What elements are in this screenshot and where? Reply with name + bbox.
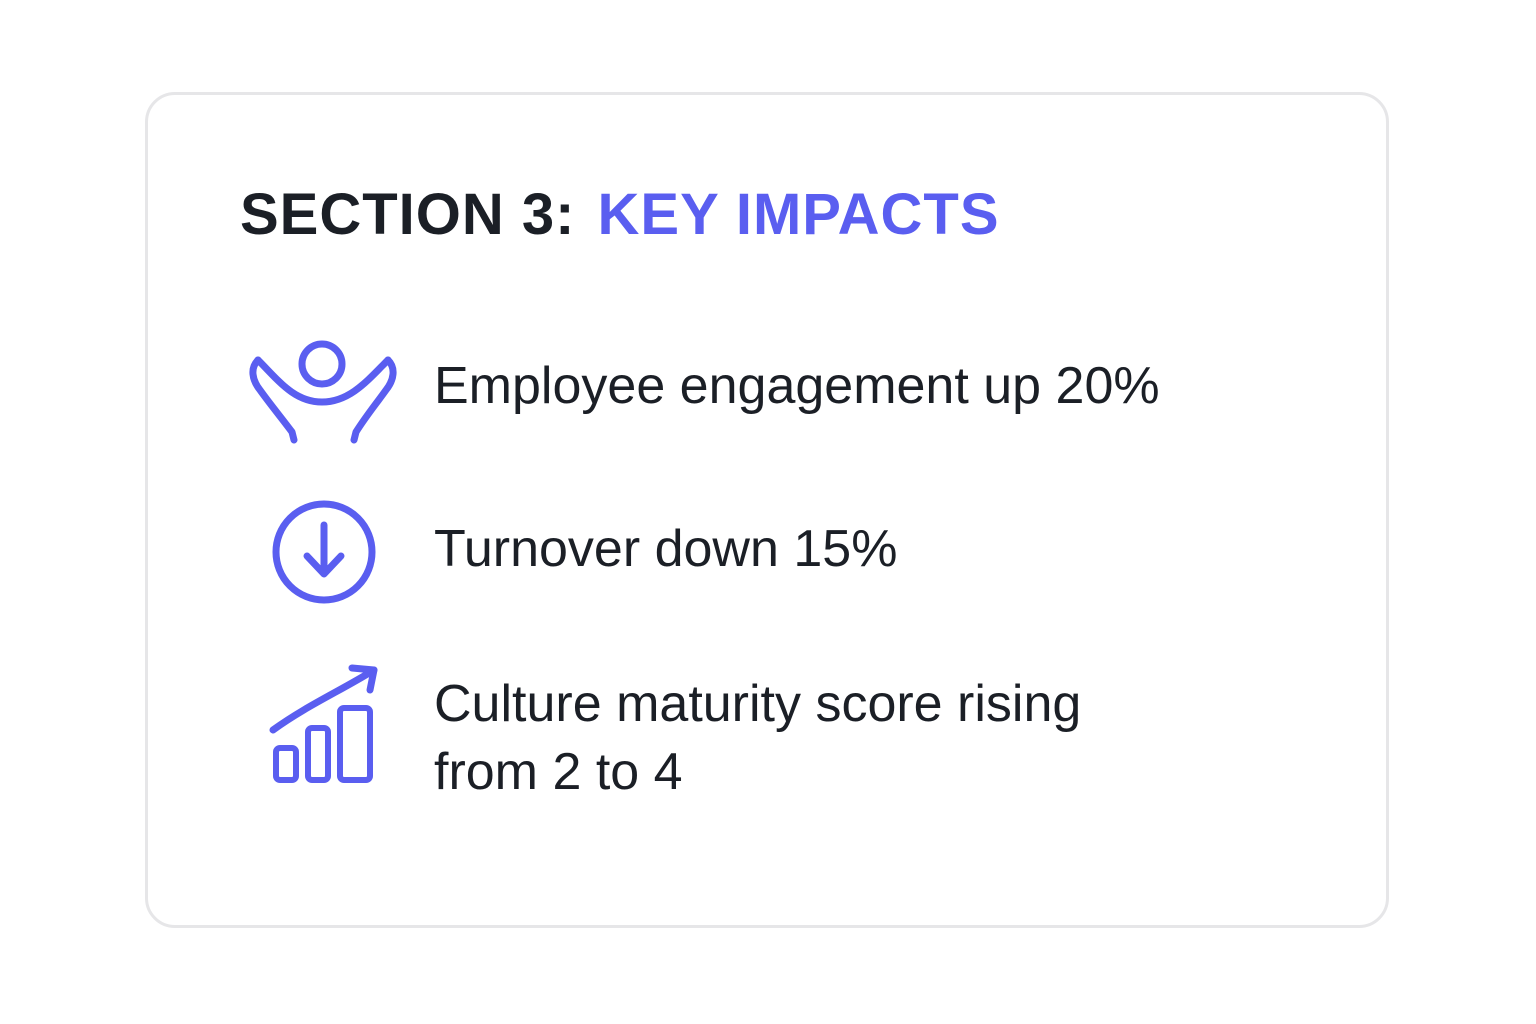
growth-chart-icon bbox=[266, 662, 384, 788]
impact-engagement: Employee engagement up 20% bbox=[434, 357, 1160, 415]
arrow-down-circle-icon bbox=[270, 498, 378, 606]
section-label: SECTION 3: bbox=[240, 182, 576, 247]
celebrating-person-icon bbox=[248, 340, 398, 446]
impact-culture-maturity: Culture maturity score rising from 2 to 4 bbox=[434, 670, 1081, 806]
section-heading: SECTION 3: KEY IMPACTS bbox=[240, 182, 1000, 248]
impact-culture-line-2: from 2 to 4 bbox=[434, 743, 683, 801]
impact-turnover: Turnover down 15% bbox=[434, 520, 898, 578]
section-title: KEY IMPACTS bbox=[597, 182, 1000, 247]
impact-culture-line-1: Culture maturity score rising bbox=[434, 675, 1082, 733]
